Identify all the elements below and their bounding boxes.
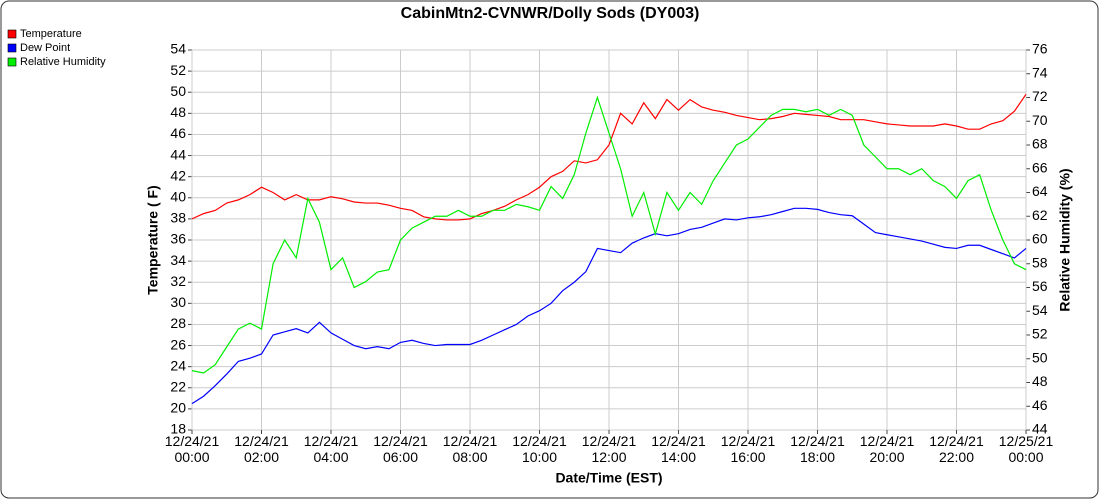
legend-label: Relative Humidity (20, 56, 106, 68)
x-tick-label: 12/24/21 16:00 (720, 433, 776, 465)
x-tick-label: 12/24/21 02:00 (234, 433, 289, 465)
y2-tick-label: 58 (1032, 254, 1048, 270)
y-tick-label: 50 (170, 83, 186, 99)
x-tick-label: 12/24/21 20:00 (859, 433, 915, 465)
y-tick-label: 20 (170, 400, 186, 416)
legend-swatch (7, 29, 17, 39)
y2-tick-label: 66 (1032, 159, 1048, 175)
y2-tick-label: 60 (1032, 231, 1048, 247)
x-tick-label: 12/25/21 00:00 (998, 433, 1054, 465)
x-tick-label: 12/24/21 08:00 (442, 433, 498, 465)
y2-tick-label: 72 (1032, 88, 1048, 104)
y2-tick-label: 68 (1032, 136, 1048, 152)
x-tick-label: 12/24/21 10:00 (512, 433, 567, 465)
y2-tick-label: 50 (1032, 349, 1048, 365)
legend-label: Dew Point (20, 42, 70, 54)
y-tick-label: 36 (170, 231, 186, 247)
y2-tick-label: 52 (1032, 326, 1048, 342)
y-tick-label: 48 (170, 104, 186, 120)
y-tick-label: 32 (170, 273, 186, 289)
x-tick-label: 12/24/21 04:00 (303, 433, 359, 465)
y2-axis-label: Relative Humidity (%) (1057, 168, 1073, 311)
y-tick-label: 54 (170, 41, 186, 57)
y2-tick-label: 64 (1032, 183, 1048, 199)
x-tick-label: 12/24/21 06:00 (373, 433, 428, 465)
y2-tick-label: 62 (1032, 207, 1048, 223)
x-tick-label: 12/24/21 22:00 (929, 433, 984, 465)
y2-tick-label: 74 (1032, 64, 1048, 80)
y-tick-label: 44 (170, 146, 186, 162)
y2-tick-label: 46 (1032, 397, 1048, 413)
y-axis-label: Temperature ( F) (145, 185, 161, 294)
series-line (191, 93, 1027, 221)
y-tick-label: 34 (170, 252, 186, 268)
chart-title: CabinMtn2-CVNWR/Dolly Sods (DY003) (401, 5, 700, 22)
y-tick-label: 26 (170, 336, 186, 352)
series-line (191, 95, 1027, 374)
y-tick-label: 22 (170, 378, 186, 394)
y-tick-label: 38 (170, 210, 186, 226)
y2-tick-label: 70 (1032, 112, 1048, 128)
y2-tick-label: 54 (1032, 302, 1048, 318)
y2-tick-label: 56 (1032, 278, 1048, 294)
legend-label: Temperature (20, 28, 82, 40)
y2-tick-label: 44 (1032, 421, 1048, 437)
legend-swatch (7, 43, 17, 53)
x-tick-label: 12/24/21 18:00 (790, 433, 845, 465)
y-tick-label: 40 (170, 188, 186, 204)
y2-tick-label: 76 (1032, 41, 1048, 57)
y-tick-label: 30 (170, 294, 186, 310)
x-tick-label: 12/24/21 00:00 (164, 433, 220, 465)
series-line (191, 207, 1027, 405)
y-tick-label: 46 (170, 125, 186, 141)
y-tick-label: 18 (170, 421, 186, 437)
y-tick-label: 42 (170, 167, 186, 183)
y-tick-label: 24 (170, 357, 186, 373)
y-tick-label: 52 (170, 62, 186, 78)
legend-swatch (7, 57, 17, 67)
x-tick-label: 12/24/21 12:00 (581, 433, 637, 465)
x-tick-label: 12/24/21 14:00 (651, 433, 706, 465)
x-axis-label: Date/Time (EST) (555, 470, 662, 486)
y-tick-label: 28 (170, 315, 186, 331)
y2-tick-label: 48 (1032, 373, 1048, 389)
